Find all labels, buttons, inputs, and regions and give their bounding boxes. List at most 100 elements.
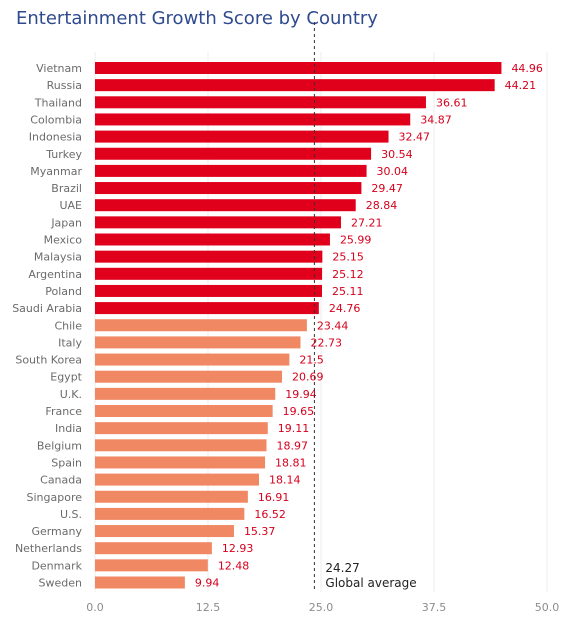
value-label: 9.94 — [195, 577, 220, 590]
bar — [95, 250, 323, 263]
value-label: 19.94 — [285, 388, 317, 401]
category-label: Sweden — [39, 577, 82, 590]
bar — [95, 96, 426, 109]
bar — [95, 353, 290, 366]
category-label: Mexico — [44, 234, 83, 247]
bar — [95, 405, 273, 417]
bar — [95, 113, 411, 126]
value-label: 18.97 — [276, 439, 308, 452]
category-label: Canada — [40, 474, 82, 487]
bar — [95, 147, 372, 160]
value-label: 23.44 — [317, 319, 349, 332]
value-label: 12.93 — [222, 542, 254, 555]
bar — [95, 233, 330, 246]
category-label: Spain — [51, 456, 82, 469]
value-label: 21.5 — [299, 354, 324, 367]
value-label: 20.69 — [292, 371, 324, 384]
bar — [95, 199, 356, 212]
category-label: Malaysia — [34, 251, 82, 264]
x-tick-label: 50.0 — [535, 601, 560, 614]
value-label: 27.21 — [351, 216, 383, 229]
value-label: 32.47 — [399, 131, 431, 144]
value-label: 34.87 — [420, 113, 452, 126]
value-label: 22.73 — [310, 336, 342, 349]
value-label: 18.14 — [269, 474, 301, 487]
value-label: 44.96 — [511, 62, 542, 75]
bar — [95, 387, 276, 400]
bar — [95, 542, 212, 555]
x-tick-label: 0.0 — [86, 601, 104, 614]
value-label: 30.54 — [381, 148, 413, 161]
bar — [95, 370, 283, 383]
value-label: 25.99 — [340, 234, 372, 247]
value-label: 25.12 — [332, 268, 364, 281]
value-label: 16.91 — [258, 491, 290, 504]
value-label: 44.21 — [505, 79, 537, 92]
bar — [95, 302, 319, 315]
category-label: France — [45, 405, 82, 418]
value-label: 36.61 — [436, 96, 468, 109]
bar — [95, 62, 502, 74]
value-label: 30.04 — [377, 165, 409, 178]
bar — [95, 456, 266, 469]
bar — [95, 267, 323, 280]
value-label: 29.47 — [371, 182, 403, 195]
value-label: 25.11 — [332, 285, 364, 298]
bar — [95, 507, 245, 520]
bar — [95, 490, 248, 503]
category-label: Myanmar — [30, 165, 82, 178]
category-label: Brazil — [51, 182, 82, 195]
category-label: Japan — [50, 216, 82, 229]
category-label: India — [55, 422, 82, 435]
category-label: Germany — [31, 525, 82, 538]
bar — [95, 182, 362, 195]
bar — [95, 216, 341, 229]
bar — [95, 422, 268, 435]
value-label: 19.11 — [278, 422, 310, 435]
x-tick-label: 12.5 — [196, 601, 221, 614]
category-label: Egypt — [50, 371, 82, 384]
reference-label: Global average — [325, 576, 416, 590]
x-tick-label: 25.0 — [309, 601, 334, 614]
value-label: 15.37 — [244, 525, 276, 538]
category-label: Russia — [47, 79, 82, 92]
bar — [95, 164, 367, 177]
bar — [95, 319, 307, 332]
category-label: Denmark — [31, 559, 82, 572]
category-label: Vietnam — [36, 62, 82, 75]
value-label: 18.81 — [275, 456, 307, 469]
category-label: Singapore — [27, 491, 83, 504]
value-label: 16.52 — [254, 508, 286, 521]
bar — [95, 336, 301, 349]
category-label: Italy — [58, 336, 82, 349]
category-label: U.K. — [60, 388, 82, 401]
bar — [95, 439, 267, 452]
bar — [95, 576, 185, 589]
bar — [95, 284, 322, 297]
category-label: Belgium — [37, 439, 82, 452]
bar — [95, 525, 234, 538]
category-label: UAE — [59, 199, 82, 212]
bar — [95, 559, 208, 572]
chart-title: Entertainment Growth Score by Country — [16, 8, 378, 29]
value-label: 24.76 — [329, 302, 361, 315]
category-label: Saudi Arabia — [12, 302, 82, 315]
category-label: Turkey — [45, 148, 82, 161]
category-label: Netherlands — [15, 542, 82, 555]
value-label: 25.15 — [332, 251, 364, 264]
bar — [95, 473, 259, 486]
category-label: Colombia — [30, 113, 82, 126]
category-label: U.S. — [60, 508, 82, 521]
category-label: Argentina — [28, 268, 82, 281]
category-label: South Korea — [15, 354, 82, 367]
category-label: Chile — [54, 319, 82, 332]
category-label: Poland — [45, 285, 82, 298]
category-label: Thailand — [34, 96, 82, 109]
category-label: Indonesia — [29, 131, 82, 144]
value-label: 28.84 — [366, 199, 398, 212]
value-label: 19.65 — [283, 405, 315, 418]
bar — [95, 130, 389, 143]
x-tick-label: 37.5 — [422, 601, 447, 614]
value-label: 12.48 — [218, 559, 250, 572]
